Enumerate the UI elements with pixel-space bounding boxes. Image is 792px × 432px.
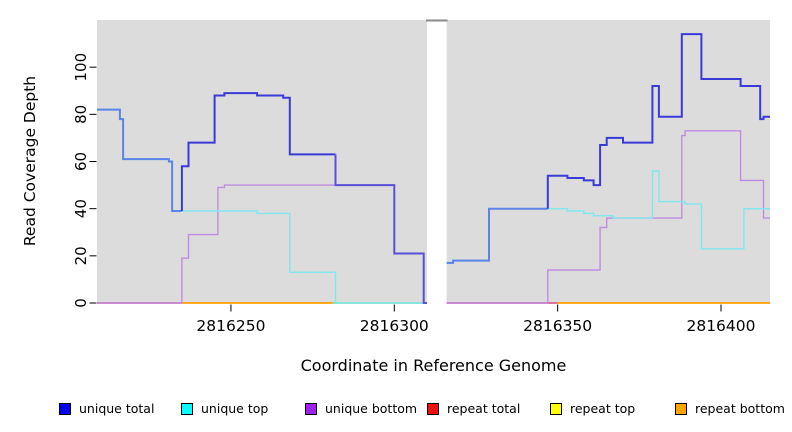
y-tick-label: 0 xyxy=(72,298,90,308)
x-tick-label: 2816300 xyxy=(360,317,429,335)
legend-swatch xyxy=(675,402,687,415)
x-tick-label: 2816400 xyxy=(686,317,755,335)
legend-label: repeat top xyxy=(570,401,636,416)
x-axis-title: Coordinate in Reference Genome xyxy=(300,356,567,375)
legend-item: unique bottom xyxy=(305,401,417,416)
legend-swatch xyxy=(427,402,439,415)
legend-item: repeat bottom xyxy=(675,401,785,416)
y-tick-label: 80 xyxy=(72,105,90,124)
legend-swatch xyxy=(181,402,193,415)
series-line-unique-total xyxy=(334,154,427,304)
series-line-unique-total xyxy=(180,92,336,211)
series-line-unique-total xyxy=(97,108,182,212)
x-tick-label: 2816250 xyxy=(196,317,265,335)
series-line-unique-total xyxy=(446,207,548,264)
legend-label: repeat bottom xyxy=(695,401,785,416)
legend-swatch xyxy=(550,402,562,415)
legend-label: unique total xyxy=(79,401,155,416)
y-tick-label: 60 xyxy=(72,152,90,171)
x-tick-label: 2816350 xyxy=(523,317,592,335)
series-line-unique-bottom xyxy=(446,130,770,304)
legend-label: unique bottom xyxy=(325,401,418,416)
legend-label: repeat total xyxy=(447,401,521,416)
legend: unique total unique top unique bottom re… xyxy=(0,401,792,421)
series-line-unique-total xyxy=(546,33,770,209)
y-axis-title: Read Coverage Depth xyxy=(21,75,39,247)
legend-item: unique total xyxy=(59,401,154,416)
legend-swatch xyxy=(59,402,71,415)
assembly-gap-band xyxy=(426,21,447,304)
y-tick-label: 100 xyxy=(72,53,90,82)
legend-item: repeat total xyxy=(427,401,520,416)
legend-item: unique top xyxy=(181,401,268,416)
legend-label: unique top xyxy=(201,401,269,416)
y-tick-label: 20 xyxy=(72,246,90,265)
legend-swatch xyxy=(305,402,317,415)
y-tick-label: 40 xyxy=(72,199,90,218)
legend-item: repeat top xyxy=(550,401,635,416)
